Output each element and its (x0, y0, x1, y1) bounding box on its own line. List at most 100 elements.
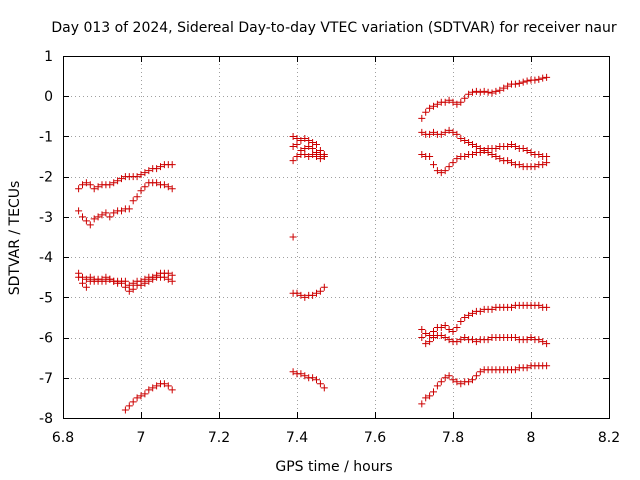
data-point (430, 328, 437, 336)
x-axis-label: GPS time / hours (275, 459, 392, 475)
data-point (437, 332, 445, 340)
data-point (121, 406, 129, 414)
data-point (543, 362, 551, 370)
y-tick-label: -6 (39, 331, 53, 347)
data-point (453, 338, 461, 346)
data-point (531, 76, 539, 84)
data-point (457, 98, 465, 106)
data-point (129, 285, 137, 293)
data-point (465, 378, 473, 386)
data-point (445, 336, 453, 344)
data-point (531, 163, 539, 171)
data-point (511, 143, 519, 150)
data-point (461, 136, 469, 144)
data-point (418, 400, 426, 408)
data-point (465, 311, 473, 319)
data-point (515, 79, 523, 87)
data-point (476, 149, 484, 157)
data-point (449, 98, 457, 106)
data-point (79, 213, 86, 221)
series-s13 (418, 126, 551, 171)
data-point (449, 376, 457, 384)
data-point (445, 126, 453, 134)
data-point (504, 82, 512, 90)
data-point (445, 163, 453, 171)
data-point (145, 277, 153, 285)
x-tick-label: 6.8 (52, 430, 74, 446)
data-point (164, 269, 172, 277)
data-point (504, 143, 512, 150)
data-point (523, 336, 531, 344)
data-point (320, 153, 328, 161)
data-point (149, 275, 157, 283)
data-point (293, 134, 301, 142)
data-point (426, 130, 434, 138)
data-point (465, 90, 473, 98)
series-s1 (75, 161, 176, 193)
data-point (433, 382, 441, 390)
data-point (469, 88, 476, 96)
data-point (469, 309, 476, 317)
data-point (508, 303, 515, 311)
data-point (289, 368, 297, 376)
data-point (527, 334, 535, 342)
data-point (309, 138, 317, 146)
data-point (149, 384, 157, 392)
series-s11 (289, 368, 328, 392)
data-point (133, 394, 141, 402)
series-s15 (418, 301, 551, 340)
series-s8 (289, 151, 328, 165)
data-point (141, 183, 149, 191)
series-s17 (418, 362, 551, 408)
x-tick-label: 7 (137, 430, 146, 446)
data-point (305, 136, 313, 144)
data-point (141, 169, 149, 177)
series-s16 (418, 332, 551, 348)
data-point (418, 334, 426, 342)
data-point (164, 275, 172, 283)
y-tick-label: -2 (39, 170, 53, 186)
x-tick-label: 7.8 (442, 430, 464, 446)
data-point (102, 277, 110, 285)
data-point (469, 151, 476, 159)
data-point (426, 392, 434, 400)
data-point (153, 179, 161, 187)
series-s5 (121, 380, 176, 414)
y-axis-label: SDTVAR / TECUs (7, 181, 23, 296)
data-point (433, 167, 441, 175)
data-point (472, 143, 480, 150)
series-s12 (418, 73, 551, 122)
data-point (82, 217, 90, 225)
data-point (125, 402, 133, 410)
x-tick-label: 7.4 (286, 430, 308, 446)
data-point (492, 87, 500, 95)
data-point (472, 372, 480, 380)
data-point (137, 171, 145, 179)
data-point (441, 98, 449, 106)
series-s10 (289, 283, 328, 301)
y-tick-label: 1 (44, 49, 53, 65)
data-point (430, 334, 437, 342)
data-point (106, 213, 114, 221)
data-point (457, 380, 465, 388)
data-point (110, 277, 118, 285)
data-point (313, 153, 320, 161)
data-point (449, 159, 457, 167)
data-point (125, 287, 133, 295)
data-point (168, 161, 176, 169)
data-point (110, 179, 118, 187)
plot-frame (63, 56, 610, 419)
data-point (426, 338, 434, 346)
data-point (430, 161, 437, 169)
data-point (535, 301, 543, 309)
data-point (437, 324, 445, 331)
data-point (422, 340, 430, 348)
data-point (441, 167, 449, 175)
data-point (137, 187, 145, 195)
data-point (422, 108, 430, 116)
x-tick-label: 8.2 (598, 430, 620, 446)
data-point (472, 338, 480, 346)
data-point (535, 151, 543, 159)
y-tick-label: -3 (39, 210, 53, 226)
